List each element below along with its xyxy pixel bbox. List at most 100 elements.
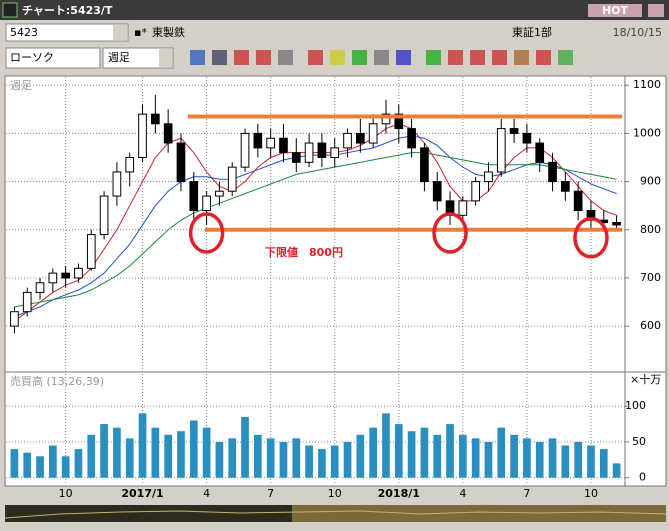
volume-tick-label: 0 <box>639 471 646 484</box>
volume-bar <box>599 449 608 478</box>
close-button[interactable] <box>648 4 664 17</box>
y-tick-label: 700 <box>640 271 661 284</box>
candle-body <box>561 181 570 192</box>
dropdown-button[interactable] <box>113 25 127 40</box>
x-tick-label: 4 <box>203 487 210 500</box>
chart-area <box>4 75 667 487</box>
volume-bar <box>305 445 313 478</box>
volume-bar <box>138 413 147 478</box>
candle-body <box>74 267 83 279</box>
toolbar-icon[interactable] <box>308 50 323 65</box>
volume-bar <box>343 441 352 478</box>
toolbar-icon[interactable] <box>492 50 507 65</box>
candle-body <box>407 128 416 149</box>
volume-bar <box>23 452 32 478</box>
toolbar-icon[interactable] <box>190 50 205 65</box>
volume-bar <box>548 438 557 478</box>
toolbar-icon[interactable] <box>234 50 249 65</box>
volume-bar <box>61 456 70 478</box>
highlight-circle <box>432 212 468 254</box>
x-tick-label: 7 <box>267 487 274 500</box>
highlight-circle <box>573 217 609 259</box>
x-tick-label: 4 <box>459 487 466 500</box>
candle-body <box>138 113 147 159</box>
volume-bar <box>574 441 582 478</box>
dropdown-button[interactable] <box>159 49 172 67</box>
volume-tick-label: 100 <box>625 399 646 412</box>
period-select[interactable] <box>102 47 174 69</box>
volume-bar <box>113 427 121 478</box>
candle-body <box>125 157 135 173</box>
volume-bar <box>420 427 429 478</box>
volume-bar <box>125 438 134 478</box>
candle-body <box>291 152 301 163</box>
toolbar-icon[interactable] <box>256 50 271 65</box>
volume-bar <box>523 438 531 478</box>
volume-bar <box>228 438 237 478</box>
code-input[interactable] <box>5 23 129 42</box>
candle-body <box>35 282 45 293</box>
candle-body <box>266 137 275 149</box>
toolbar-icon[interactable] <box>426 50 441 65</box>
candle-body <box>496 128 506 173</box>
highlight-circle <box>188 212 225 254</box>
toolbar-icon[interactable] <box>278 50 293 65</box>
toolbar-icon[interactable] <box>212 50 227 65</box>
volume-bar <box>10 449 19 478</box>
candle-body <box>548 161 557 183</box>
candle-body <box>151 113 160 125</box>
candle-body <box>343 132 352 149</box>
style-select[interactable] <box>5 47 101 69</box>
candle-body <box>612 222 621 226</box>
navigator-window[interactable] <box>292 505 666 522</box>
volume-unit: ×十万 <box>630 372 661 386</box>
candle-body <box>202 195 211 212</box>
period-text: 週足 <box>108 51 130 64</box>
toolbar-icon[interactable] <box>536 50 551 65</box>
volume-bar <box>189 420 198 478</box>
x-tick-label: 10 <box>584 487 598 500</box>
hot-label: HOT <box>602 4 629 17</box>
toolbar-icon[interactable] <box>352 50 367 65</box>
candle-body <box>176 142 186 183</box>
volume-bar <box>471 438 480 478</box>
candle-body <box>86 234 96 269</box>
toolbar-icons <box>190 50 573 65</box>
candle-body <box>253 132 263 149</box>
candle-body <box>573 190 583 212</box>
moving-average <box>14 152 617 308</box>
hot-button[interactable] <box>588 4 642 17</box>
candle-body <box>99 195 109 236</box>
candle-body <box>163 123 173 144</box>
candle-body <box>304 142 314 163</box>
candle-body <box>61 272 70 279</box>
style-text: ローソク <box>10 51 54 64</box>
candle-body <box>420 147 429 183</box>
x-tick-label: 10 <box>59 487 73 500</box>
candle-body <box>227 166 237 192</box>
candle-body <box>215 190 224 197</box>
toolbar-icon[interactable] <box>558 50 573 65</box>
volume-bar <box>49 445 57 478</box>
toolbar-icon[interactable] <box>448 50 463 65</box>
candle-body <box>279 137 288 154</box>
stock-marker: ▪* <box>134 26 147 39</box>
toolbar-icon[interactable] <box>374 50 389 65</box>
candle-body <box>330 147 340 159</box>
candle-body <box>522 132 532 144</box>
toolbar-icon[interactable] <box>330 50 345 65</box>
volume-bar <box>36 456 44 478</box>
moving-average <box>14 123 617 322</box>
candle-body <box>356 132 365 144</box>
x-tick-label: 2017/1 <box>121 487 163 500</box>
volume-bar <box>318 449 326 478</box>
volume-bar <box>254 434 262 478</box>
toolbar-icon[interactable] <box>470 50 485 65</box>
candle-body <box>317 142 327 159</box>
toolbar-icon[interactable] <box>396 50 411 65</box>
annotation: 下限値 800円 <box>265 245 343 259</box>
toolbar-icon[interactable] <box>514 50 529 65</box>
volume-label: 売買高 (13,26,39) <box>10 374 104 388</box>
window-title: チャート:5423/T <box>22 4 113 17</box>
